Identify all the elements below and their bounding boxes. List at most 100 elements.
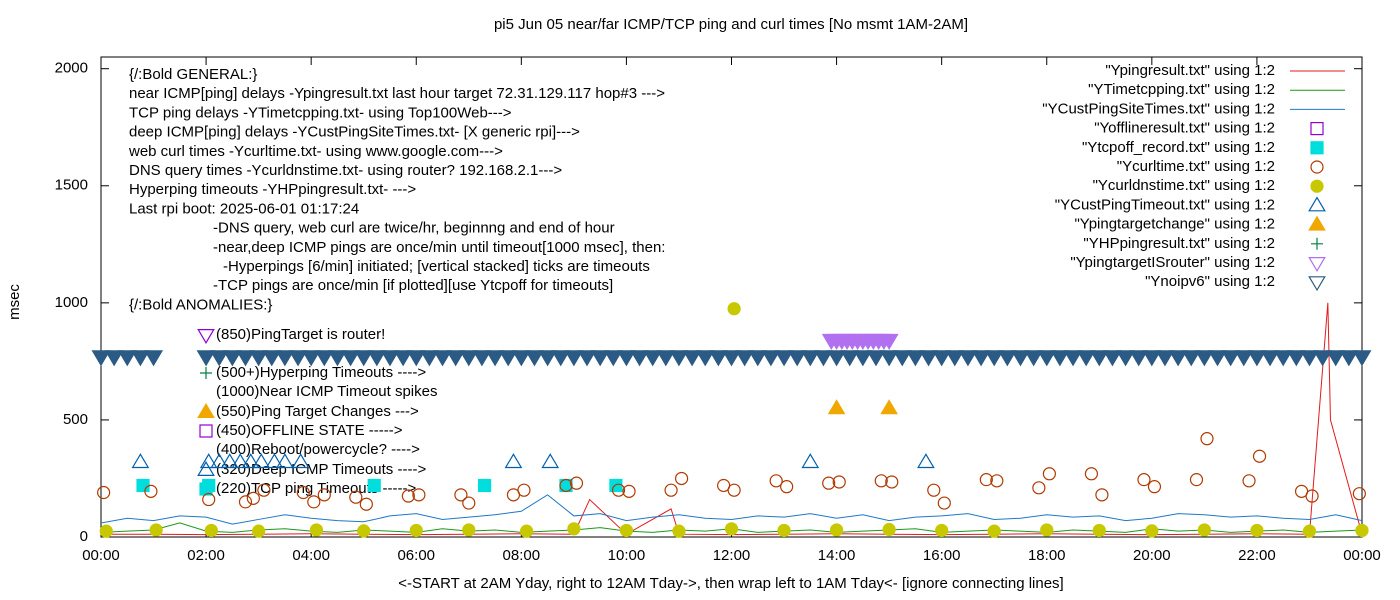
data-point <box>935 523 949 538</box>
data-point <box>840 350 860 367</box>
data-point <box>567 522 581 536</box>
data-point <box>761 350 781 367</box>
anomaly-marker <box>199 424 213 438</box>
data-point <box>1155 350 1175 367</box>
data-point <box>1286 350 1306 367</box>
anomaly-marker <box>200 367 212 379</box>
data-point <box>354 350 374 367</box>
data-point <box>616 350 636 367</box>
anomaly-line: (1000)Near ICMP Timeout spikes <box>216 383 437 400</box>
data-point <box>196 350 216 367</box>
data-point <box>577 350 597 367</box>
data-point <box>301 350 321 367</box>
data-point <box>569 476 584 490</box>
data-point <box>202 492 216 507</box>
data-point <box>800 350 820 367</box>
note-line: deep ICMP[ping] delays -YCustPingSiteTim… <box>129 124 580 141</box>
legend-label: "Ypingtargetchange" using 1:2 <box>1074 216 1275 233</box>
data-point <box>498 350 518 367</box>
data-point <box>669 350 689 367</box>
data-point <box>246 491 260 505</box>
data-point <box>472 350 492 367</box>
data-point <box>853 350 873 367</box>
data-point <box>945 350 965 367</box>
data-point <box>238 495 253 509</box>
data-point <box>541 453 560 469</box>
legend-swatch <box>1310 121 1324 136</box>
data-point <box>551 350 571 367</box>
data-point <box>459 350 479 367</box>
data-point <box>1326 350 1346 367</box>
data-point <box>1299 350 1319 367</box>
data-point <box>307 495 321 509</box>
data-point <box>682 350 702 367</box>
data-point <box>477 478 492 493</box>
data-point <box>433 350 453 367</box>
y-tick-label: 0 <box>80 528 88 545</box>
data-point <box>406 350 426 367</box>
data-point <box>590 350 610 367</box>
y-tick-label: 500 <box>63 411 88 428</box>
legend-swatch <box>1308 215 1326 231</box>
data-point <box>462 496 476 510</box>
data-point <box>1147 480 1162 494</box>
data-point <box>780 480 794 494</box>
data-point <box>1084 467 1099 481</box>
data-point <box>1037 350 1057 367</box>
data-point <box>1234 350 1254 367</box>
data-point <box>393 350 413 367</box>
data-point <box>130 350 150 367</box>
data-point <box>367 478 381 493</box>
data-point <box>748 350 768 367</box>
data-point <box>564 350 584 367</box>
x-tick-label: 20:00 <box>1133 547 1171 564</box>
data-point <box>1250 523 1264 538</box>
data-point <box>1010 350 1030 367</box>
data-point <box>288 350 308 367</box>
data-point <box>1063 350 1083 367</box>
data-point <box>1116 350 1136 367</box>
data-point <box>813 350 833 367</box>
legend-label: "YHPpingresult.txt" using 1:2 <box>1083 235 1275 252</box>
data-point <box>517 483 531 497</box>
data-point <box>209 350 229 367</box>
anomaly-line: (400)Reboot/powercycle? ----> <box>216 441 420 458</box>
data-point <box>252 453 271 469</box>
note-line: TCP ping delays -YTimetcpping.txt- using… <box>129 104 512 121</box>
data-point <box>905 350 925 367</box>
data-point <box>1208 350 1228 367</box>
x-tick-label: 06:00 <box>397 547 435 564</box>
data-point <box>1352 350 1372 367</box>
data-point <box>777 523 791 538</box>
data-point <box>412 488 426 502</box>
data-point <box>401 489 415 503</box>
data-point <box>1076 350 1096 367</box>
legend-label: "Ynoipv6" using 1:2 <box>1145 273 1275 290</box>
legend-swatch <box>1310 160 1324 174</box>
data-point <box>1302 524 1317 538</box>
note-line: Last rpi boot: 2025-06-01 01:17:24 <box>129 200 359 217</box>
data-point <box>656 350 676 367</box>
data-point <box>149 523 163 537</box>
data-point <box>235 350 255 367</box>
data-point <box>984 350 1004 367</box>
data-point <box>97 485 111 500</box>
note-line: Hyperping timeouts -YHPpingresult.txt- -… <box>129 181 416 198</box>
data-point <box>91 350 111 367</box>
data-point <box>117 350 137 367</box>
data-point <box>341 350 361 367</box>
data-point <box>99 524 113 538</box>
data-point <box>990 474 1004 488</box>
data-point <box>136 478 150 493</box>
x-tick-label: 00:00 <box>82 547 120 564</box>
x-tick-label: 16:00 <box>923 547 961 564</box>
note-line: DNS query times -Ycurldnstime.txt- using… <box>129 162 562 179</box>
data-point <box>829 523 844 537</box>
anomaly-marker <box>197 461 215 476</box>
data-point <box>409 523 423 538</box>
data-point <box>708 350 728 367</box>
data-point <box>674 471 689 486</box>
data-point <box>937 496 951 510</box>
data-point <box>885 475 899 489</box>
data-point <box>1024 350 1044 367</box>
